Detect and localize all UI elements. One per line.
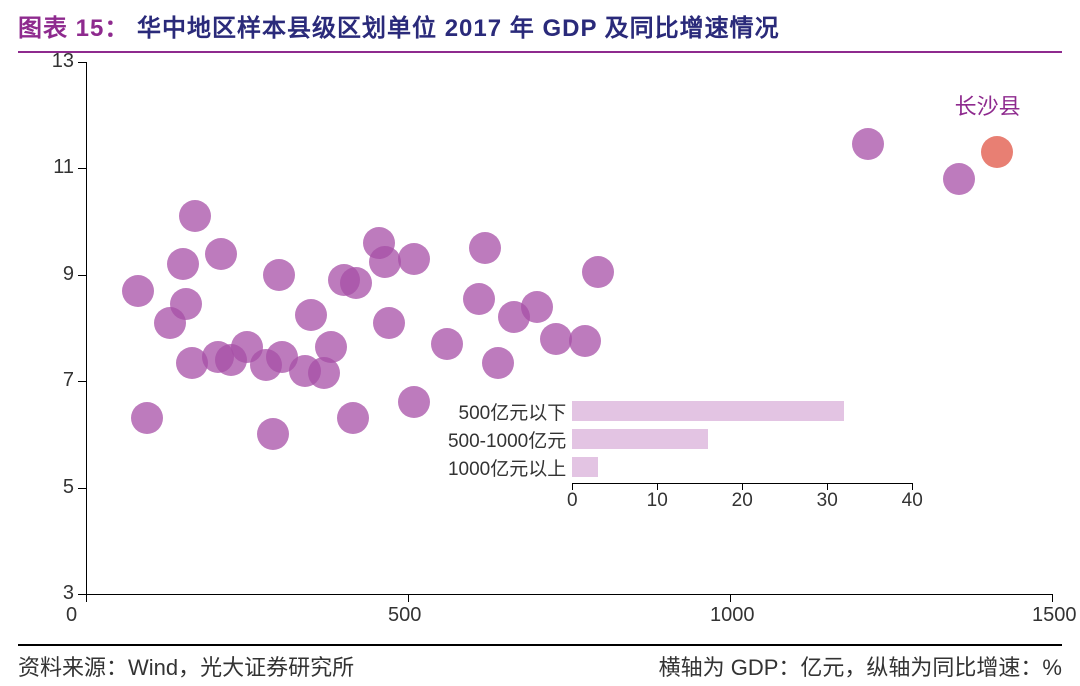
scatter-point	[131, 402, 163, 434]
x-tick-label: 1500	[1032, 604, 1077, 627]
scatter-point	[431, 328, 463, 360]
scatter-point	[205, 238, 237, 270]
inset-bar-row: 500-1000亿元	[382, 425, 912, 453]
scatter-point	[263, 259, 295, 291]
x-tick-label: 0	[66, 604, 77, 627]
inset-bar	[572, 401, 844, 421]
scatter-point	[170, 288, 202, 320]
y-tick-label: 11	[53, 156, 74, 179]
title-main: 华中地区样本县级区划单位 2017 年 GDP 及同比增速情况	[137, 15, 780, 42]
scatter-point	[469, 232, 501, 264]
figure-footer: 资料来源：Wind，光大证券研究所 横轴为 GDP：亿元，纵轴为同比增速：%	[18, 644, 1062, 682]
scatter-point	[373, 307, 405, 339]
scatter-point	[398, 243, 430, 275]
inset-tick-mark	[827, 483, 828, 490]
inset-tick-mark	[572, 483, 573, 490]
x-tick-label: 500	[388, 604, 421, 627]
footer-note: 横轴为 GDP：亿元，纵轴为同比增速：%	[659, 650, 1062, 682]
inset-bar-chart: 500亿元以下500-1000亿元1000亿元以上010203040	[382, 397, 912, 481]
scatter-point	[295, 299, 327, 331]
inset-tick-label: 0	[567, 490, 578, 512]
y-tick-label: 9	[63, 263, 74, 286]
x-tick-mark	[730, 594, 731, 602]
scatter-point	[852, 128, 884, 160]
scatter-point	[337, 402, 369, 434]
scatter-point	[943, 163, 975, 195]
y-tick-label: 7	[63, 369, 74, 392]
scatter-point	[521, 291, 553, 323]
figure-title: 图表 15： 华中地区样本县级区划单位 2017 年 GDP 及同比增速情况	[0, 0, 1080, 47]
scatter-point	[315, 331, 347, 363]
y-axis	[86, 62, 87, 594]
y-tick-mark	[78, 381, 86, 382]
figure-container: 图表 15： 华中地区样本县级区划单位 2017 年 GDP 及同比增速情况 3…	[0, 0, 1080, 686]
inset-tick-mark	[657, 483, 658, 490]
x-tick-label: 1000	[710, 604, 755, 627]
scatter-point	[463, 283, 495, 315]
y-tick-label: 13	[52, 50, 74, 73]
scatter-point	[398, 386, 430, 418]
y-tick-label: 5	[63, 476, 74, 499]
inset-bar	[572, 429, 708, 449]
scatter-point	[582, 256, 614, 288]
x-tick-mark	[1052, 594, 1053, 602]
scatter-plot	[86, 62, 1052, 594]
title-prefix: 图表 15：	[18, 15, 129, 42]
y-tick-mark	[78, 168, 86, 169]
inset-tick-label: 10	[647, 490, 668, 512]
y-tick-mark	[78, 62, 86, 63]
scatter-point	[122, 275, 154, 307]
chart-area: 35791113050010001500 500亿元以下500-1000亿元10…	[18, 52, 1062, 642]
scatter-point	[167, 248, 199, 280]
inset-bar	[572, 457, 598, 477]
x-axis	[86, 594, 1052, 595]
inset-tick-label: 40	[902, 490, 923, 512]
inset-tick-label: 30	[817, 490, 838, 512]
y-tick-mark	[78, 594, 86, 595]
x-tick-mark	[408, 594, 409, 602]
scatter-point	[482, 347, 514, 379]
scatter-point	[308, 357, 340, 389]
annotation-label: 长沙县	[955, 89, 1021, 121]
inset-tick-mark	[742, 483, 743, 490]
scatter-point	[569, 325, 601, 357]
scatter-point	[540, 323, 572, 355]
scatter-point	[179, 200, 211, 232]
y-tick-mark	[78, 488, 86, 489]
scatter-point	[369, 246, 401, 278]
scatter-point-highlight	[981, 136, 1013, 168]
footer-source: 资料来源：Wind，光大证券研究所	[18, 650, 354, 682]
inset-bar-row: 500亿元以下	[382, 397, 912, 425]
inset-tick-mark	[912, 483, 913, 490]
y-tick-mark	[78, 275, 86, 276]
x-tick-mark	[86, 594, 87, 602]
y-tick-label: 3	[63, 582, 74, 605]
scatter-point	[340, 267, 372, 299]
scatter-point	[257, 418, 289, 450]
inset-tick-label: 20	[732, 490, 753, 512]
inset-bar-label: 1000亿元以上	[382, 454, 572, 481]
inset-bar-row: 1000亿元以上	[382, 453, 912, 481]
inset-bar-label: 500-1000亿元	[382, 426, 572, 453]
